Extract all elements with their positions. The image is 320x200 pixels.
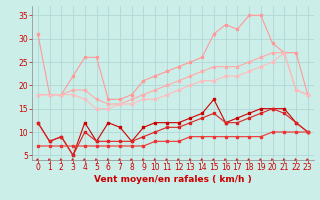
X-axis label: Vent moyen/en rafales ( km/h ): Vent moyen/en rafales ( km/h ) [94,175,252,184]
